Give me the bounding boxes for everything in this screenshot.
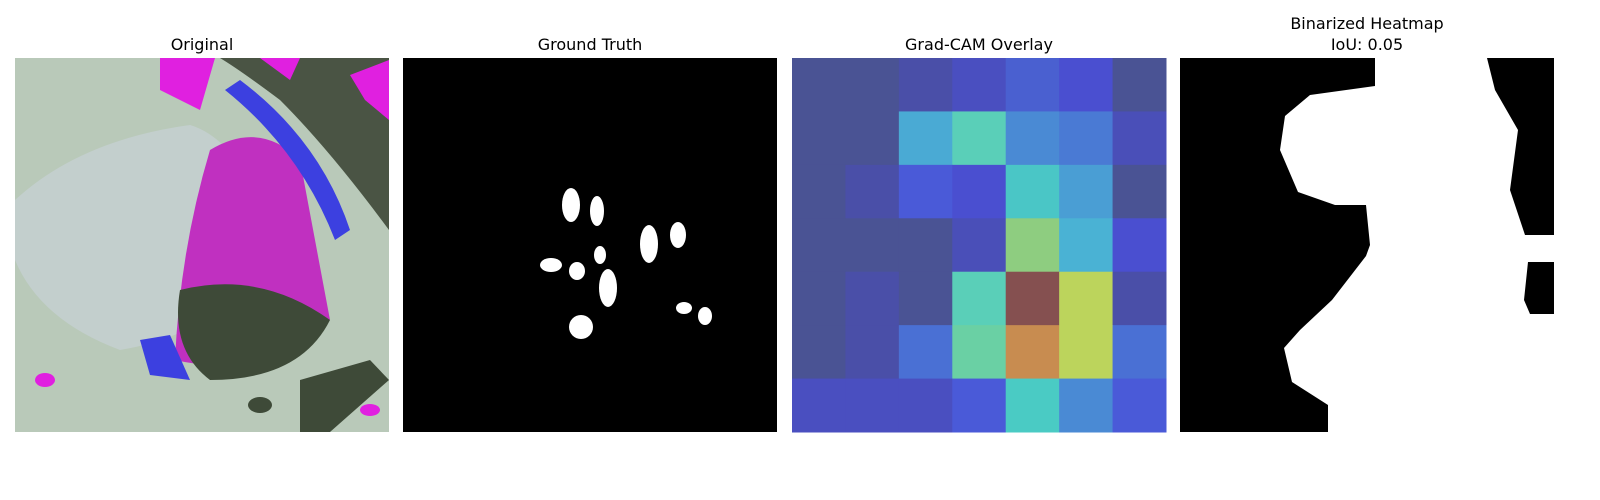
heat-cell	[898, 325, 953, 380]
panel-subtitle: IoU: 0.05	[1331, 35, 1403, 54]
heat-cell	[952, 164, 1007, 219]
heat-cell	[1059, 218, 1114, 273]
heat-cell	[1059, 325, 1114, 380]
heat-cell	[1005, 58, 1060, 112]
heat-cell	[952, 325, 1007, 380]
heat-cell	[1005, 164, 1060, 219]
heat-cell	[1112, 58, 1167, 112]
heat-cell	[1005, 111, 1060, 166]
heat-cell	[952, 111, 1007, 166]
heat-cell	[845, 111, 900, 166]
heat-cell	[792, 111, 846, 166]
heat-cell	[1005, 378, 1060, 433]
heat-cell	[1005, 218, 1060, 273]
heat-cell	[898, 271, 953, 326]
panel-title: Binarized Heatmap	[1290, 14, 1443, 33]
heat-cell	[792, 58, 846, 112]
heat-cell	[845, 58, 900, 112]
heat-cell	[1112, 218, 1167, 273]
original-image	[15, 58, 389, 432]
panel-title: Ground Truth	[538, 35, 643, 54]
heat-cell	[792, 378, 846, 433]
ground-truth-mask	[403, 58, 777, 432]
heat-cell	[845, 271, 900, 326]
panel-title: Grad-CAM Overlay	[905, 35, 1053, 54]
heat-cell	[898, 218, 953, 273]
heat-cell	[1059, 271, 1114, 326]
heat-cell	[1112, 271, 1167, 326]
heat-cell	[898, 164, 953, 219]
heat-cell	[1005, 271, 1060, 326]
heat-cell	[1059, 111, 1114, 166]
heat-cell	[792, 271, 846, 326]
heat-cell	[898, 378, 953, 433]
heat-cell	[845, 164, 900, 219]
heat-cell	[845, 325, 900, 380]
binarized-heatmap	[1180, 58, 1554, 432]
heat-cell	[952, 58, 1007, 112]
heat-cell	[1112, 378, 1167, 433]
heat-cell	[845, 378, 900, 433]
gradcam-overlay	[792, 58, 1167, 433]
heat-cell	[1112, 325, 1167, 380]
heat-cell	[1059, 58, 1114, 112]
heat-cell	[1059, 164, 1114, 219]
heat-cell	[952, 271, 1007, 326]
heat-cell	[952, 218, 1007, 273]
heat-cell	[792, 218, 846, 273]
panel-title: Original	[171, 35, 234, 54]
heat-cell	[898, 58, 953, 112]
heat-cell	[792, 164, 846, 219]
heat-cell	[952, 378, 1007, 433]
heat-cell	[898, 111, 953, 166]
heat-cell	[1005, 325, 1060, 380]
heat-cell	[792, 325, 846, 380]
heat-cell	[1112, 111, 1167, 166]
heat-cell	[1059, 378, 1114, 433]
heat-cell	[845, 218, 900, 273]
heat-cell	[1112, 164, 1167, 219]
